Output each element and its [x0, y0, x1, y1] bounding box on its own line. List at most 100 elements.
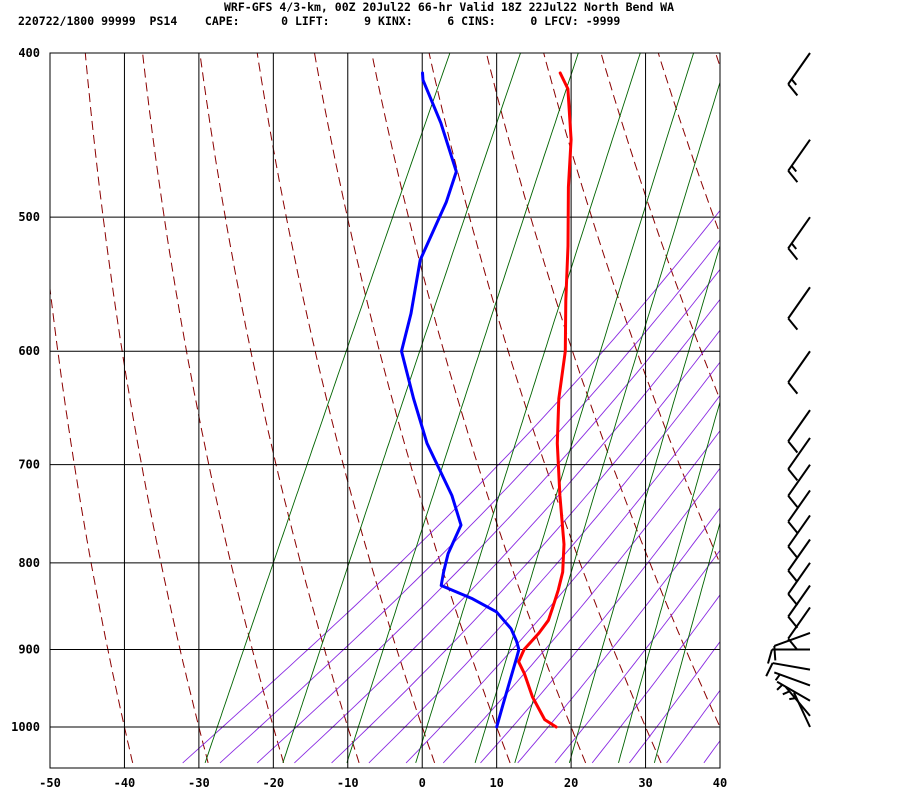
x-tick-label: 20 — [564, 776, 578, 790]
moist-adiabat-line — [405, 394, 720, 764]
moist-adiabat-line — [182, 209, 720, 764]
wind-barbs — [765, 52, 811, 728]
mixing-ratio-line — [568, 244, 720, 764]
wind-barb — [767, 648, 810, 664]
moist-adiabat-line — [331, 329, 720, 764]
dry-adiabat-line — [816, 15, 900, 763]
wind-barb — [787, 538, 811, 583]
wind-barb-staff — [787, 538, 811, 572]
mixing-ratio-line — [618, 400, 720, 764]
x-tick-label: -20 — [262, 776, 284, 790]
wind-barb-staff — [773, 632, 811, 647]
wind-barb — [787, 437, 811, 481]
y-tick-label: 900 — [18, 642, 40, 656]
chart-grid — [49, 52, 721, 769]
background-lines — [50, 15, 900, 764]
wind-barb-feather — [787, 637, 799, 651]
wind-barb — [787, 409, 811, 454]
temperature-profile-line — [517, 71, 573, 729]
mixing-ratio-line — [653, 521, 720, 764]
dry-adiabat-line — [428, 53, 662, 764]
wind-barb-staff — [773, 671, 811, 687]
dry-adiabat-line — [485, 53, 720, 729]
y-tick-label: 500 — [18, 210, 40, 224]
wind-barb — [787, 464, 811, 508]
dry-adiabat-line — [199, 53, 360, 764]
moist-adiabat-line — [591, 594, 720, 764]
wind-barb-staff — [787, 489, 811, 523]
moist-adiabat-line — [666, 689, 720, 764]
x-tick-label: 10 — [489, 776, 503, 790]
wind-barb-feather — [787, 545, 799, 559]
mixing-ratio-line — [204, 53, 451, 764]
wind-barb-feather — [787, 468, 799, 481]
wind-barb-feather — [787, 593, 799, 606]
mixing-ratio-line — [282, 53, 521, 764]
wind-barb-staff — [787, 286, 811, 319]
moist-adiabat-line — [294, 298, 720, 764]
wind-barb-staff — [787, 216, 811, 249]
y-tick-label: 800 — [18, 556, 40, 570]
wind-barb-feather — [767, 649, 773, 664]
sounding-profiles — [400, 71, 573, 729]
moist-adiabat-line — [442, 430, 720, 764]
wind-barb-feather — [787, 170, 799, 183]
x-tick-label: -50 — [39, 776, 61, 790]
wind-barb-feather — [787, 440, 799, 454]
wind-barb-staff — [787, 514, 811, 548]
wind-barb-staff — [787, 464, 811, 497]
moist-adiabat-line — [480, 467, 720, 764]
dry-adiabat-line — [600, 53, 720, 401]
wind-barb — [789, 692, 811, 728]
wind-barb-half-feather — [776, 684, 783, 691]
wind-barb-feather — [773, 645, 777, 661]
moist-adiabat-line — [517, 507, 720, 764]
wind-barb — [787, 350, 811, 395]
dry-adiabat-line — [50, 284, 134, 764]
wind-barb-staff — [787, 52, 811, 85]
wind-barb — [776, 680, 811, 702]
y-tick-label: 400 — [18, 46, 40, 60]
x-tick-label: -30 — [188, 776, 210, 790]
x-tick-label: -40 — [114, 776, 136, 790]
wind-barb-staff — [787, 139, 811, 172]
wind-barb-staff — [793, 692, 811, 728]
wind-barb-feather — [787, 317, 799, 331]
wind-barb — [773, 632, 811, 661]
sounding-stats: 220722/1800 99999 PS14 CAPE: 0 LIFT: 9 K… — [18, 14, 621, 28]
x-tick-label: 40 — [713, 776, 727, 790]
wind-barb-staff — [787, 606, 811, 640]
wind-barb-staff — [784, 686, 811, 717]
wind-barb-feather — [787, 83, 799, 97]
wind-barb — [787, 489, 811, 534]
wind-barb-feather — [765, 662, 774, 677]
wind-barb — [787, 216, 811, 261]
wind-barb-half-feather — [790, 78, 798, 86]
dry-adiabat-line — [84, 53, 209, 764]
wind-barb-staff — [787, 409, 811, 442]
wind-barb-feather — [787, 615, 799, 629]
dry-adiabat-line — [543, 53, 720, 565]
moist-adiabat-line — [703, 739, 720, 764]
wind-barb — [773, 671, 811, 687]
wind-barb-staff — [776, 680, 811, 702]
x-tick-label: 0 — [419, 776, 426, 790]
x-tick-label: 30 — [638, 776, 652, 790]
y-tick-label: 600 — [18, 344, 40, 358]
wind-barb-half-feather — [774, 673, 781, 681]
dry-adiabat-line — [873, 15, 900, 763]
dewpoint-profile-line — [400, 71, 521, 729]
wind-barb-half-feather — [790, 165, 798, 173]
y-axis-ticks: 400 500 600 700 800 900 1000 — [11, 46, 40, 734]
y-tick-label: 1000 — [11, 720, 40, 734]
wind-barb — [787, 514, 811, 559]
wind-barb-staff — [787, 350, 811, 383]
wind-barb-feather — [787, 520, 799, 534]
wind-barb-feather — [787, 570, 799, 583]
wind-barb-staff — [772, 662, 811, 671]
wind-barb — [782, 686, 811, 717]
wind-barb-staff — [787, 562, 811, 595]
wind-barb — [787, 139, 811, 183]
x-tick-label: -10 — [337, 776, 359, 790]
wind-barb — [787, 606, 811, 651]
